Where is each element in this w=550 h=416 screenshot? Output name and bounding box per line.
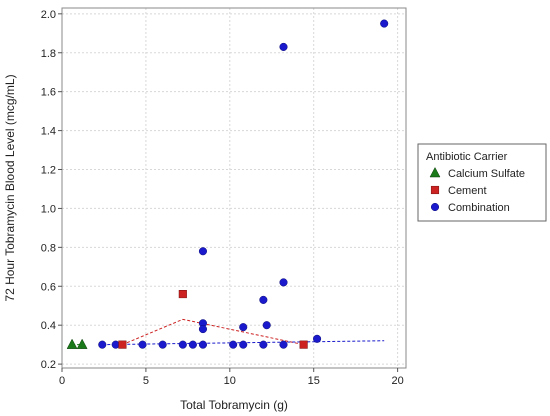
combination-point [279,340,288,349]
x-tick-label: 5 [143,375,149,387]
legend-marker-combination [430,202,440,212]
x-tick-label: 20 [391,375,403,387]
combination-point [198,340,208,349]
cement-trend-line [122,318,304,346]
y-tick-label: 1.4 [41,126,56,138]
x-axis-title: Total Tobramycin (g) [180,398,288,412]
combination-point [198,247,208,256]
combination-point [313,334,322,343]
legend-label-calcium-sulfate: Calcium Sulfate [448,168,525,180]
y-tick-label: 1.6 [41,87,56,99]
combination-point [178,340,187,349]
cement-point [118,340,127,349]
legend-title: Antibiotic Carrier [426,151,508,163]
combination-point [239,323,248,332]
combination-point [229,340,238,349]
legend: Antibiotic Carrier Calcium Sulfate Cement… [417,143,547,222]
grid-lines [61,8,406,368]
combination-point [239,340,248,349]
axis-ticks: 0 5 10 15 20 0.2 0.4 0.6 0.8 1.0 1.2 1.4 1.6 1.8 2.0 [41,9,404,387]
combination-point [279,278,288,287]
data-points [66,19,389,349]
combination-point [259,340,268,349]
y-tick-label: 0.8 [41,242,56,254]
combination-point [158,340,167,349]
combination-point [188,340,197,349]
x-tick-label: 10 [224,375,236,387]
calcium-sulfate-point [66,338,78,349]
combination-point [111,340,120,349]
combination-point [98,340,107,349]
cement-point [178,290,187,299]
legend-marker-calcium-sulfate [429,166,441,178]
y-tick-label: 2.0 [41,9,56,21]
legend-label-combination: Combination [448,202,510,214]
y-tick-label: 1.2 [41,165,56,177]
y-tick-label: 1.0 [41,203,56,215]
legend-marker-cement [430,185,440,195]
y-tick-label: 0.4 [41,320,56,332]
x-tick-label: 0 [59,375,65,387]
combination-point [380,19,389,28]
legend-box [417,143,547,222]
cement-point [299,340,308,349]
combination-point [279,42,288,51]
x-tick-label: 15 [308,375,320,387]
combination-point [198,325,208,334]
combination-point [259,295,268,304]
combination-point [138,340,147,349]
calcium-sulfate-point [76,338,88,349]
y-tick-label: 1.8 [41,48,56,60]
y-axis-title: 72 Hour Tobramycin Blood Level (mcg/mL) [3,74,17,301]
y-tick-label: 0.6 [41,281,56,293]
legend-label-cement: Cement [448,185,487,197]
y-tick-label: 0.2 [41,359,56,371]
combination-point [262,321,271,330]
plot-frame [61,7,407,369]
